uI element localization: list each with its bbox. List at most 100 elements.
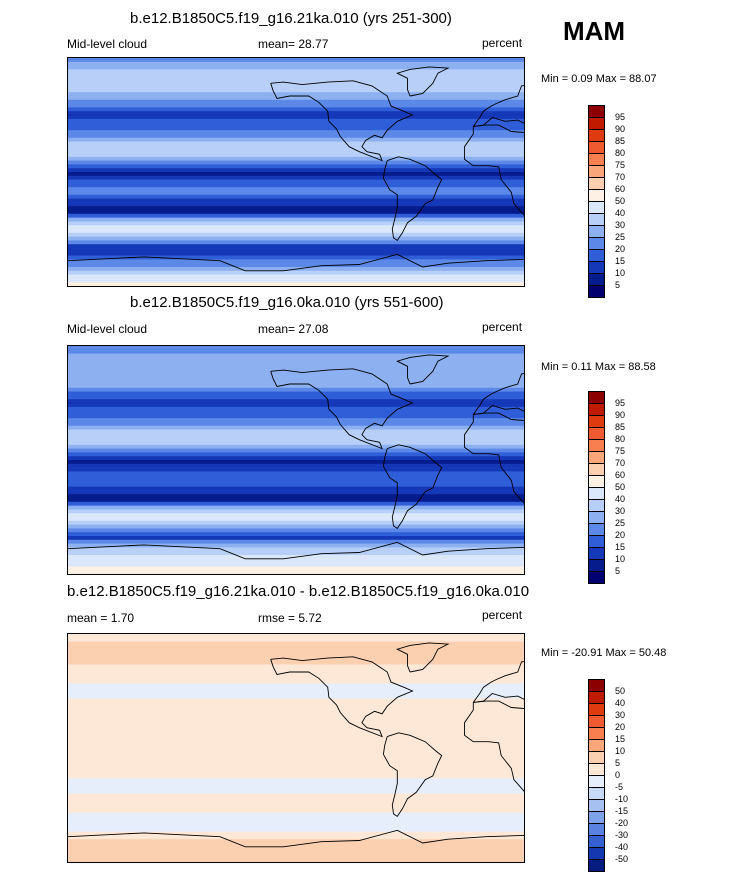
zonal-band [68, 566, 524, 571]
panel3-minmax: Min = -20.91 Max = 50.48 [541, 647, 667, 659]
zonal-band [68, 65, 524, 70]
zonal-band [68, 441, 524, 446]
zonal-band [68, 801, 524, 806]
zonal-band [68, 172, 524, 177]
panel1-colorbar-label: 25 [615, 232, 626, 242]
zonal-band [68, 551, 524, 556]
zonal-band [68, 660, 524, 665]
panel2-units-label: percent [482, 320, 523, 334]
coastline [396, 354, 450, 385]
panel1-colorbar-label: 75 [615, 160, 626, 170]
panel1-colorbar-label: 10 [615, 268, 626, 278]
zonal-band [68, 425, 524, 431]
zonal-band [68, 225, 524, 230]
coastline [270, 656, 414, 738]
zonal-band [68, 637, 524, 643]
zonal-band [68, 414, 524, 419]
zonal-band [68, 850, 524, 855]
zonal-band [68, 263, 524, 268]
panel3-rmse-label: rmse = 5.72 [258, 611, 322, 625]
zonal-band [68, 524, 524, 529]
coastline [270, 80, 414, 162]
zonal-band [68, 805, 524, 810]
coastline [68, 541, 524, 560]
zonal-band [68, 206, 524, 211]
zonal-band [68, 755, 524, 760]
panel1-map-svg [68, 58, 524, 286]
zonal-band [68, 221, 524, 226]
zonal-band [68, 368, 524, 374]
zonal-band [68, 198, 524, 203]
zonal-band [68, 387, 524, 393]
zonal-band [68, 570, 524, 574]
zonal-band [68, 740, 524, 745]
zonal-band [68, 710, 524, 715]
panel2-colorbar-label: 85 [615, 422, 626, 432]
panel2-colorbar-label: 70 [615, 458, 626, 468]
zonal-band [68, 732, 524, 738]
zonal-band [68, 789, 524, 795]
zonal-band [68, 767, 524, 772]
zonal-band [68, 217, 524, 222]
zonal-band [68, 782, 524, 787]
panel1-map [67, 57, 525, 287]
zonal-band [68, 448, 524, 453]
zonal-band [68, 160, 524, 165]
zonal-band [68, 130, 524, 135]
zonal-band [68, 365, 524, 370]
zonal-band [68, 717, 524, 722]
panel3-colorbar-label: 0 [615, 770, 621, 780]
zonal-band [68, 444, 524, 450]
zonal-band [68, 58, 524, 63]
panel1-colorbar-label: 60 [615, 184, 626, 194]
zonal-band [68, 244, 524, 249]
panel1-mean-label: mean= 28.77 [258, 37, 329, 51]
panel1-title: b.e12.B1850C5.f19_g16.21ka.010 (yrs 251-… [130, 10, 452, 27]
zonal-band [68, 820, 524, 825]
panel3-colorbar: 50 40 30 20 15 10 5 0 -5 -10 -15 -20 -30 -40 -50 [588, 675, 638, 872]
zonal-band [68, 229, 524, 234]
zonal-band [68, 774, 524, 779]
zonal-band [68, 232, 524, 238]
zonal-band [68, 494, 524, 499]
zonal-band [68, 99, 524, 105]
zonal-band [68, 793, 524, 798]
zonal-band [68, 536, 524, 541]
panel3-colorbar-label: 15 [615, 734, 626, 744]
zonal-band [68, 346, 524, 351]
zonal-band [68, 721, 524, 726]
zonal-band [68, 194, 524, 200]
panel3-colorbar-label: -5 [615, 782, 624, 792]
zonal-band [68, 816, 524, 821]
coastline [472, 373, 524, 415]
zonal-band [68, 376, 524, 381]
zonal-band [68, 858, 524, 862]
zonal-band [68, 380, 524, 385]
zonal-band [68, 278, 524, 283]
zonal-band [68, 126, 524, 131]
zonal-band [68, 846, 524, 852]
zonal-band [68, 456, 524, 461]
panel1-units-label: percent [482, 36, 523, 50]
panel3-map-svg [68, 634, 524, 862]
panel2-colorbar-label: 20 [615, 530, 626, 540]
panel2-colorbar-label: 40 [615, 494, 626, 504]
coastline [464, 124, 524, 216]
zonal-band [68, 274, 524, 279]
panel3-colorbar-label: 5 [615, 758, 621, 768]
panel3-colorbar-label: 40 [615, 698, 626, 708]
zonal-band [68, 122, 524, 127]
zonal-band [68, 175, 524, 181]
zonal-band [68, 372, 524, 377]
panel1-colorbar-label: 5 [615, 280, 621, 290]
zonal-band [68, 702, 524, 707]
zonal-band [68, 649, 524, 654]
zonal-band [68, 498, 524, 503]
zonal-band [68, 467, 524, 472]
zonal-band [68, 202, 524, 207]
panel2-minmax: Min = 0.11 Max = 88.58 [541, 361, 656, 373]
zonal-band [68, 77, 524, 82]
zonal-band [68, 357, 524, 362]
panel3-colorbar-label: -40 [615, 842, 629, 852]
panel3-colorbar-label: -10 [615, 794, 629, 804]
